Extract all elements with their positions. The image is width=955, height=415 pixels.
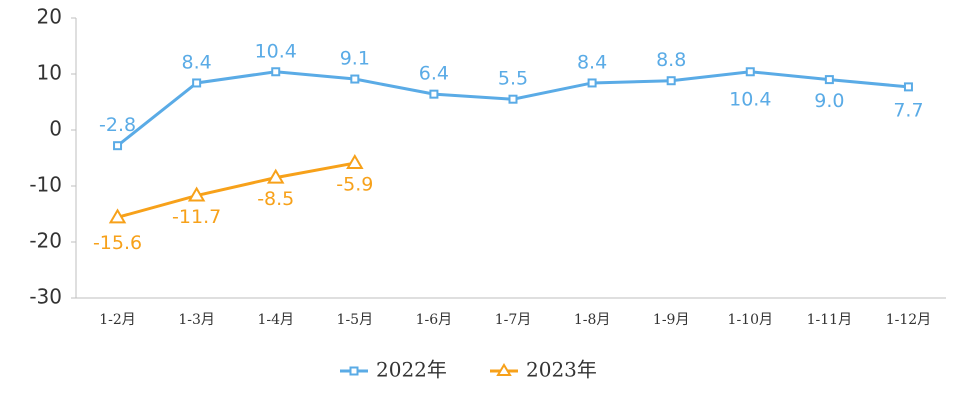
data-label: -11.7 [172, 206, 221, 228]
marker [903, 82, 913, 92]
x-tick-label: 1-7月 [495, 312, 532, 328]
data-label: 8.8 [656, 49, 686, 71]
data-label: 9.0 [814, 90, 844, 112]
x-tick-label: 1-3月 [178, 312, 215, 328]
y-tick-label: -30 [29, 285, 62, 309]
line [117, 161, 356, 219]
series: -2.8 8.4 10.4 9.1 6.4 5.5 8.4 8.8 10.4 9.0 7.7 [99, 40, 924, 151]
x-tick-label: 1-12月 [886, 312, 931, 328]
series: -15.6 -11.7 -8.5 -5.9 [93, 154, 373, 254]
data-label: 6.4 [419, 63, 449, 85]
legend-marker [349, 366, 359, 376]
x-tick-label: 1-4月 [257, 312, 294, 328]
marker [192, 78, 202, 88]
legend-marker [496, 363, 512, 376]
marker [587, 78, 597, 88]
marker [266, 168, 285, 184]
marker [350, 74, 360, 84]
marker [666, 76, 676, 86]
marker [113, 141, 123, 151]
data-label: 8.4 [577, 51, 607, 73]
data-label: 5.5 [498, 68, 528, 90]
marker [346, 154, 364, 170]
y-tick-label: -10 [29, 173, 62, 197]
marker [824, 75, 834, 85]
marker [271, 67, 281, 77]
legend-label: 2022年 [376, 358, 447, 382]
data-label: -2.8 [99, 114, 136, 136]
marker [187, 186, 206, 202]
y-tick-label: 20 [37, 5, 62, 29]
x-tick-label: 1-10月 [728, 312, 773, 328]
legend-label: 2023年 [526, 358, 597, 382]
x-tick-label: 1-2月 [99, 312, 136, 328]
x-tick-label: 1-8月 [574, 312, 611, 328]
y-tick-label: -20 [29, 229, 62, 253]
y-tick-label: 10 [37, 61, 62, 85]
data-label: 9.1 [340, 48, 370, 70]
data-label: 10.4 [255, 40, 297, 62]
x-tick-label: 1-5月 [337, 312, 374, 328]
data-label: 7.7 [893, 99, 923, 121]
x-tick-label: 1-11月 [807, 312, 852, 328]
marker [508, 94, 518, 104]
marker [429, 89, 439, 99]
x-tick-label: 1-6月 [416, 312, 453, 328]
data-label: 10.4 [729, 88, 771, 110]
marker [745, 67, 755, 77]
data-label: -8.5 [257, 188, 294, 210]
x-tick-label: 1-9月 [653, 312, 690, 328]
legend-item: 2022年 [340, 358, 447, 382]
data-label: -15.6 [93, 232, 142, 254]
data-label: 8.4 [182, 51, 212, 73]
marker [108, 208, 127, 224]
legend-item: 2023年 [490, 358, 597, 382]
y-tick-label: 0 [49, 117, 62, 141]
data-label: -5.9 [336, 174, 373, 196]
